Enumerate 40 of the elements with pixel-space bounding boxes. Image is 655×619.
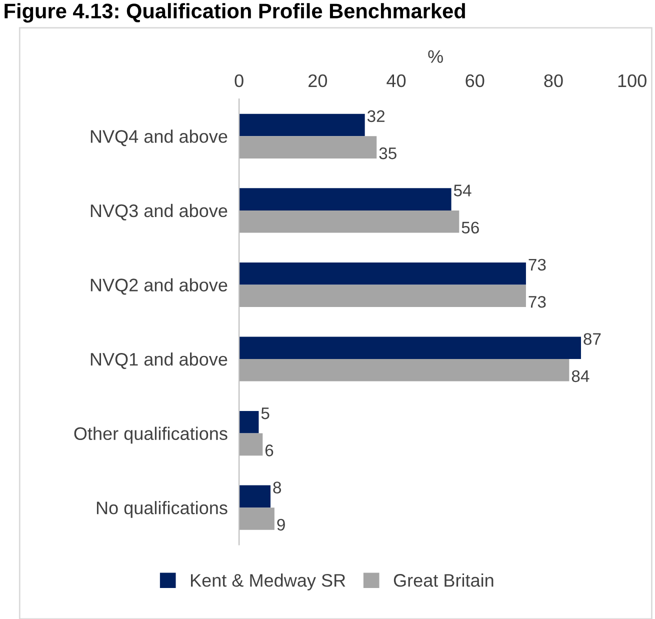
bar bbox=[239, 485, 271, 508]
bar bbox=[239, 411, 259, 434]
x-tick-label: 100 bbox=[618, 74, 646, 88]
data-label: 73 bbox=[528, 296, 546, 308]
x-tick-label: 60 bbox=[466, 74, 484, 88]
legend-label: Kent & Medway SR bbox=[191, 574, 346, 590]
y-tick-label: No qualifications bbox=[96, 501, 228, 518]
y-tick-label: NVQ4 and above bbox=[90, 130, 228, 146]
x-tick-label: 0 bbox=[234, 74, 244, 88]
bar bbox=[239, 336, 581, 360]
y-tick-label: NVQ2 and above bbox=[90, 278, 228, 295]
data-label: 84 bbox=[572, 370, 590, 382]
data-label: 87 bbox=[584, 333, 601, 345]
data-label: 32 bbox=[367, 110, 384, 122]
bar bbox=[239, 262, 526, 285]
data-label: 5 bbox=[261, 408, 270, 420]
x-tick-label: 40 bbox=[386, 74, 406, 88]
bar bbox=[239, 433, 263, 456]
data-label: 35 bbox=[379, 147, 396, 160]
bar bbox=[239, 136, 377, 158]
bar bbox=[239, 359, 570, 382]
data-label: 9 bbox=[277, 518, 285, 531]
data-label: 8 bbox=[273, 482, 282, 494]
bar bbox=[239, 284, 526, 308]
y-tick-label: NVQ1 and above bbox=[90, 352, 228, 369]
data-label: 73 bbox=[528, 258, 546, 271]
x-tick-label: 20 bbox=[308, 74, 328, 88]
bar bbox=[239, 210, 460, 233]
bar bbox=[239, 188, 452, 210]
chart-title: Figure 4.13: Qualification Profile Benchmarked bbox=[4, 3, 465, 23]
data-label: 56 bbox=[462, 222, 479, 234]
data-label: 6 bbox=[265, 444, 274, 456]
x-axis-title: % bbox=[428, 50, 443, 63]
x-tick-label: 80 bbox=[544, 74, 563, 88]
y-tick-label: Other qualifications bbox=[74, 426, 228, 444]
legend-label: Great Britain bbox=[394, 574, 494, 587]
bar bbox=[239, 114, 365, 136]
data-label: 54 bbox=[454, 184, 472, 196]
bar bbox=[239, 508, 274, 530]
y-tick-label: NVQ3 and above bbox=[90, 204, 228, 220]
